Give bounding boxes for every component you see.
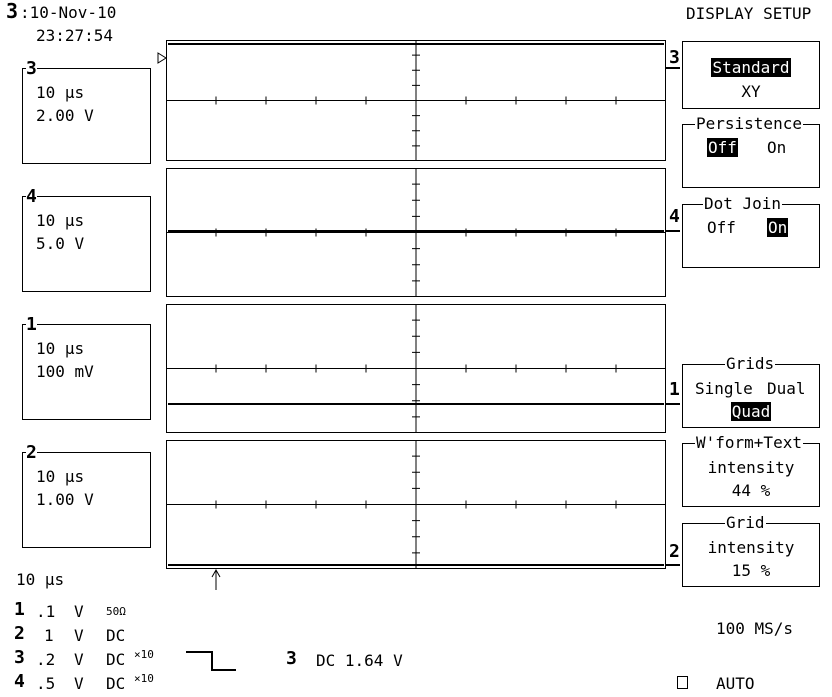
channel-box-label: 4 xyxy=(26,186,37,207)
wform-intensity-title: W'form+Text xyxy=(695,433,803,452)
channel-timebase: 10 µs xyxy=(36,83,85,102)
header-date: :10-Nov-10 xyxy=(20,3,117,22)
summary-unit: V xyxy=(74,602,84,621)
summary-unit: V xyxy=(74,650,84,669)
marker-grid-4: 2 xyxy=(669,541,680,562)
header-time: 23:27:54 xyxy=(36,26,114,45)
grids-button[interactable]: Grids Single Dual Quad xyxy=(682,355,820,428)
marker-grid-3: 1 xyxy=(669,379,680,400)
wform-intensity-button[interactable]: W'form+Text intensity 44 % xyxy=(682,434,820,507)
menu-title: DISPLAY SETUP xyxy=(686,4,812,23)
trigger-channel: 3 xyxy=(286,648,297,669)
channel-scale: 100 mV xyxy=(36,362,94,381)
header-trace-number: 3 xyxy=(6,0,19,23)
grid-intensity-title: Grid xyxy=(725,513,766,532)
summary-coupling: 50Ω xyxy=(106,605,126,618)
summary-num: 2 xyxy=(14,623,25,644)
summary-probe: ×10 xyxy=(134,648,154,661)
channel-scale: 1.00 V xyxy=(36,490,94,509)
summary-volts: .5 xyxy=(36,674,56,693)
summary-coupling: DC xyxy=(106,650,126,669)
persistence-off: Off xyxy=(707,138,738,157)
summary-unit: V xyxy=(74,626,84,645)
channel-summary: 1 .1 V 50Ω 2 1 V DC 3 .2 V DC ×10 4 .5 V… xyxy=(14,601,164,697)
summary-unit: V xyxy=(74,674,84,693)
grids-quad: Quad xyxy=(730,402,772,421)
grid-intensity-label: intensity xyxy=(707,538,795,557)
grids-single: Single xyxy=(695,379,753,398)
trigger-mode: AUTO xyxy=(716,674,755,693)
channel-box-label: 3 xyxy=(26,58,37,79)
channel-box-3[interactable]: 3 10 µs 2.00 V xyxy=(22,60,151,164)
channel-scale: 5.0 V xyxy=(36,234,85,253)
summary-volts: .1 xyxy=(36,602,56,621)
dot-join-off: Off xyxy=(707,218,736,237)
summary-num: 3 xyxy=(14,647,25,668)
channel-box-2[interactable]: 2 10 µs 1.00 V xyxy=(22,444,151,548)
dot-join-button[interactable]: Dot Join Off On xyxy=(682,195,820,268)
summary-probe: ×10 xyxy=(134,672,154,685)
grids-title: Grids xyxy=(725,354,776,373)
sample-rate: 100 MS/s xyxy=(716,619,794,638)
timebase-readout: 10 µs xyxy=(16,570,65,589)
summary-coupling: DC xyxy=(106,626,126,645)
display-mode-selected: Standard xyxy=(711,58,791,77)
trigger-level-marker xyxy=(157,52,167,64)
channel-timebase: 10 µs xyxy=(36,339,85,358)
channel-box-label: 2 xyxy=(26,442,37,463)
channel-box-label: 1 xyxy=(26,314,37,335)
summary-coupling: DC xyxy=(106,674,126,693)
wform-intensity-label: intensity xyxy=(707,458,795,477)
dot-join-on: On xyxy=(767,218,789,237)
dot-join-title: Dot Join xyxy=(703,194,783,213)
channel-timebase: 10 µs xyxy=(36,211,85,230)
persistence-on: On xyxy=(767,138,787,157)
summary-num: 4 xyxy=(14,671,25,692)
trigger-readout: DC 1.64 V xyxy=(316,651,403,670)
grid-intensity-button[interactable]: Grid intensity 15 % xyxy=(682,514,820,587)
grids-dual: Dual xyxy=(767,379,806,398)
summary-volts: 1 xyxy=(44,626,54,645)
summary-num: 1 xyxy=(14,599,25,620)
channel-timebase: 10 µs xyxy=(36,467,85,486)
persistence-title: Persistence xyxy=(695,114,803,133)
display-mode-button[interactable]: Standard XY xyxy=(682,41,820,109)
trigger-slope-icon xyxy=(186,651,236,671)
wform-intensity-value: 44 % xyxy=(731,481,771,500)
marker-grid-1: 3 xyxy=(669,47,680,68)
channel-box-1[interactable]: 1 10 µs 100 mV xyxy=(22,316,151,420)
trigger-status-icon xyxy=(677,676,688,689)
display-mode-other: XY xyxy=(741,82,761,101)
summary-volts: .2 xyxy=(36,650,56,669)
channel-scale: 2.00 V xyxy=(36,106,94,125)
grid-intensity-value: 15 % xyxy=(731,561,771,580)
channel-box-4[interactable]: 4 10 µs 5.0 V xyxy=(22,188,151,292)
persistence-button[interactable]: Persistence Off On xyxy=(682,115,820,188)
marker-grid-2: 4 xyxy=(669,206,680,227)
